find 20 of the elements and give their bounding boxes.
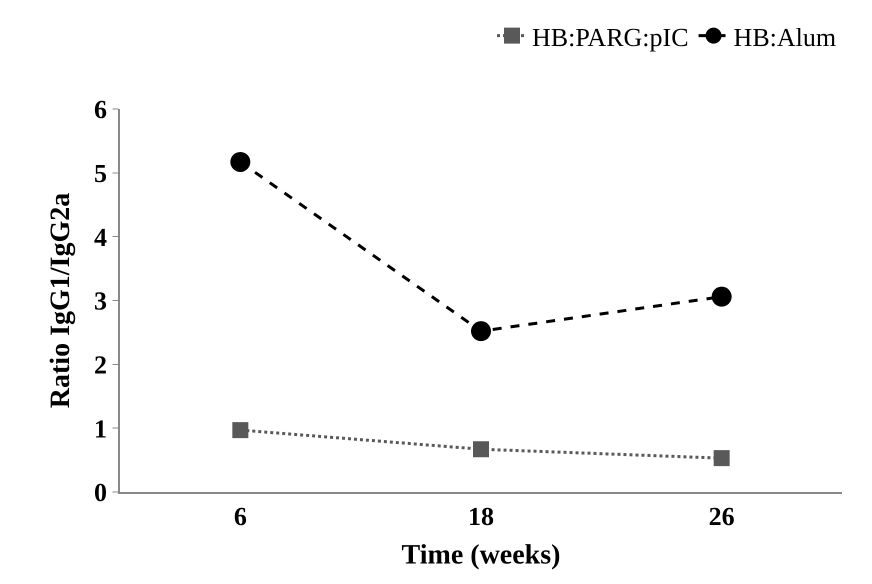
y-tick-label: 5: [94, 158, 108, 188]
x-tick-label: 18: [468, 502, 494, 531]
x-tick-label: 26: [708, 502, 735, 531]
y-tick-label: 6: [94, 95, 108, 124]
x-tick-label: 6: [234, 502, 247, 531]
point: [232, 422, 248, 438]
y-tick-label: 3: [94, 286, 108, 316]
point: [712, 286, 732, 307]
y-tick-label: 0: [94, 478, 108, 508]
point: [471, 321, 491, 342]
point: [473, 441, 489, 458]
y-tick-label: 4: [94, 222, 108, 252]
x-axis-title: Time (weeks): [402, 540, 560, 571]
y-tick-label: 2: [94, 350, 108, 380]
legend-label: HB:PARG:pIC: [532, 22, 689, 52]
point: [230, 152, 250, 172]
point: [714, 450, 730, 466]
y-axis-title: Ratio IgG1/IgG2a: [45, 192, 76, 408]
y-tick-label: 1: [94, 414, 108, 444]
legend-label: HB:Alum: [734, 22, 836, 52]
